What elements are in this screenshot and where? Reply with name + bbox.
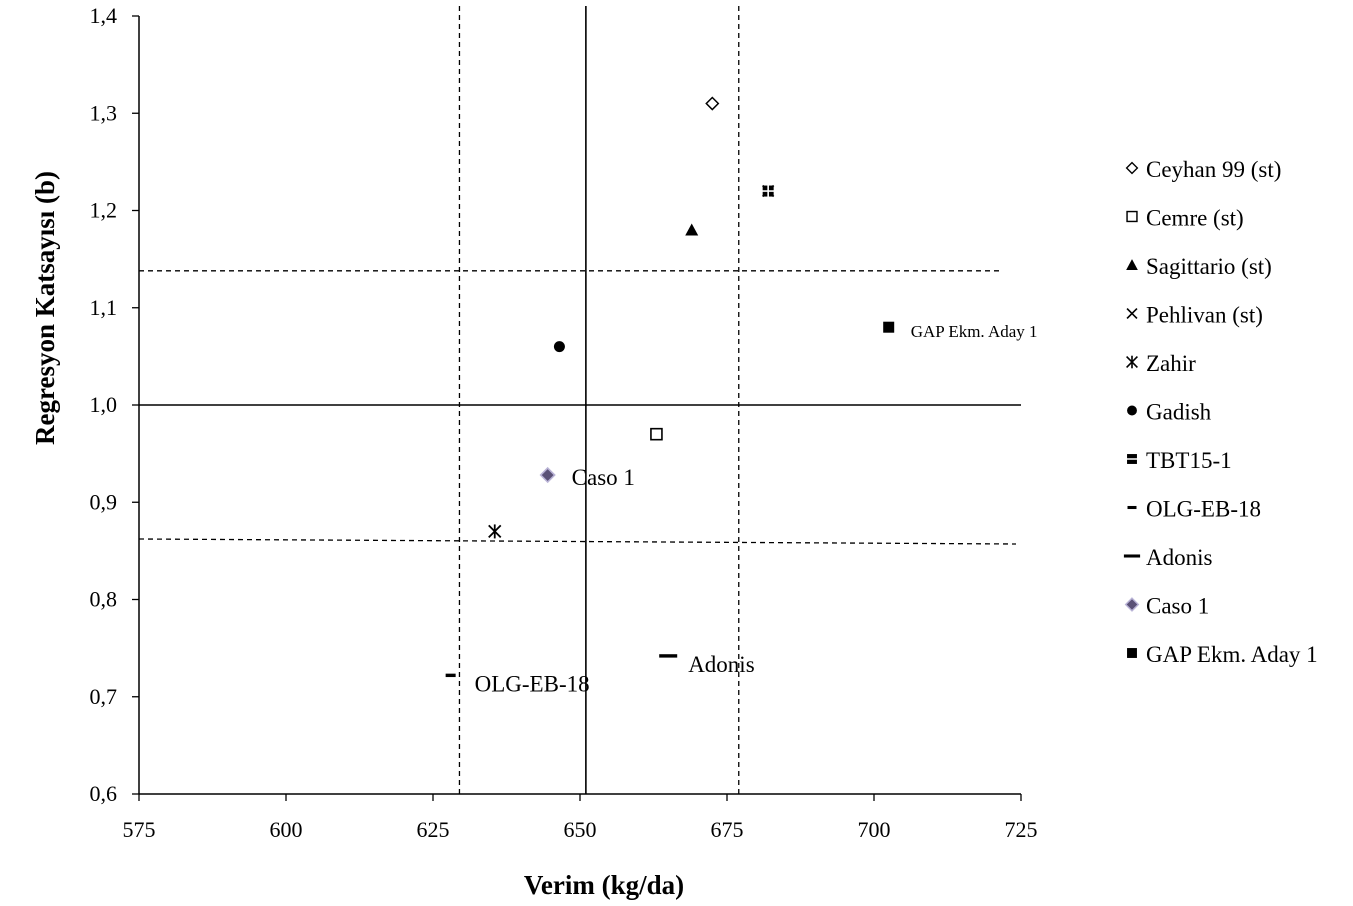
y-tick-label: 1,1: [90, 295, 118, 320]
point-gadish: [553, 341, 565, 353]
y-tick-label: 1,4: [90, 3, 118, 28]
y-tick-label: 1,3: [90, 100, 118, 125]
point-olg-eb-18: [445, 673, 456, 678]
circle-shape: [553, 341, 565, 353]
reference-lines: [138, 6, 1021, 794]
point-gap-ekm-aday-1: [883, 321, 895, 333]
legend-entry: Adonis: [1146, 545, 1213, 570]
circle-shape: [1127, 405, 1137, 416]
legend-marker: [1126, 307, 1138, 320]
legend-marker: [1124, 597, 1140, 612]
legend-entry: Gadish: [1146, 400, 1212, 425]
legend-marker: [1126, 259, 1138, 270]
legend-marker: [1127, 505, 1137, 510]
y-tick-label: 0,8: [90, 587, 118, 612]
point-caso-1: [539, 466, 556, 484]
diamond-open-shape: [705, 96, 720, 111]
square-shape: [1127, 648, 1137, 658]
diamond-purple-shape: [539, 466, 556, 484]
diamond-open-shape: [1125, 161, 1139, 175]
x-axis-title: Verim (kg/da): [524, 870, 684, 900]
legend-entry: GAP Ekm. Aday 1: [1146, 642, 1318, 667]
dash-shape: [1127, 505, 1137, 510]
legend-marker: [1126, 210, 1138, 223]
y-tick-label: 1,2: [90, 198, 118, 223]
dash-shape: [445, 673, 456, 678]
diamond-purple-shape: [1124, 597, 1140, 612]
legend-entry: Zahir: [1146, 351, 1196, 376]
x-tick-label: 675: [711, 817, 744, 842]
point-label: OLG-EB-18: [475, 671, 590, 696]
legend-entry: Pehlivan (st): [1146, 303, 1263, 328]
triangle-shape: [1126, 259, 1138, 270]
data-points: [445, 96, 895, 678]
legend-marker: [1123, 554, 1141, 558]
square-open-shape: [650, 427, 663, 441]
point-zahir: [488, 524, 502, 539]
x-tick-label: 650: [564, 817, 597, 842]
square-open-shape: [1126, 210, 1138, 223]
legend-entry: TBT15-1: [1146, 448, 1232, 473]
point-label: GAP Ekm. Aday 1: [911, 322, 1038, 341]
x-tick-label: 600: [270, 817, 303, 842]
legend-entry: Sagittario (st): [1146, 254, 1272, 279]
legend-entry: Ceyhan 99 (st): [1146, 157, 1281, 182]
x-tick-label: 625: [417, 817, 450, 842]
point-cemre-st-: [650, 427, 663, 441]
legend-entry: OLG-EB-18: [1146, 497, 1261, 522]
y-tick-label: 0,9: [90, 489, 118, 514]
legend: Ceyhan 99 (st) Cemre (st) Sagittario (st) P…: [1123, 157, 1318, 667]
x-tick-label: 575: [123, 817, 156, 842]
y-tick-label: 1,0: [90, 392, 118, 417]
dash-shape: [1123, 554, 1141, 558]
square-shape: [883, 321, 895, 333]
point-label: Adonis: [688, 652, 755, 677]
point-labels: OLG-EB-18 Adonis Caso 1 GAP Ekm. Aday 1: [475, 322, 1038, 696]
legend-marker: [1126, 355, 1138, 369]
reference-line-horizontal-dashed-lower: [138, 538, 1017, 545]
legend-marker: [1127, 648, 1137, 658]
x-tick-label: 700: [858, 817, 891, 842]
point-adonis: [659, 654, 678, 658]
legend-entry: Caso 1: [1146, 594, 1209, 619]
legend-marker: [1125, 161, 1139, 175]
y-tick-label: 0,6: [90, 781, 118, 806]
tick-labels: 575 600 625 650 675 700 725 0,6 0,7 0,8 0,9 1,0 1,1 1…: [90, 3, 1038, 842]
legend-marker: [1127, 405, 1137, 416]
y-axis-title: Regresyon Katsayısı (b): [30, 171, 60, 445]
x-stroke: [1126, 307, 1138, 320]
y-tick-label: 0,7: [90, 684, 118, 709]
point-label: Caso 1: [572, 465, 635, 490]
x-tick-label: 725: [1005, 817, 1038, 842]
triangle-shape: [685, 223, 699, 236]
point-sagittario-st-: [685, 223, 699, 236]
point-ceyhan-99-st-: [705, 96, 720, 111]
legend-entry: Cemre (st): [1146, 206, 1244, 231]
dash-shape: [659, 654, 678, 658]
